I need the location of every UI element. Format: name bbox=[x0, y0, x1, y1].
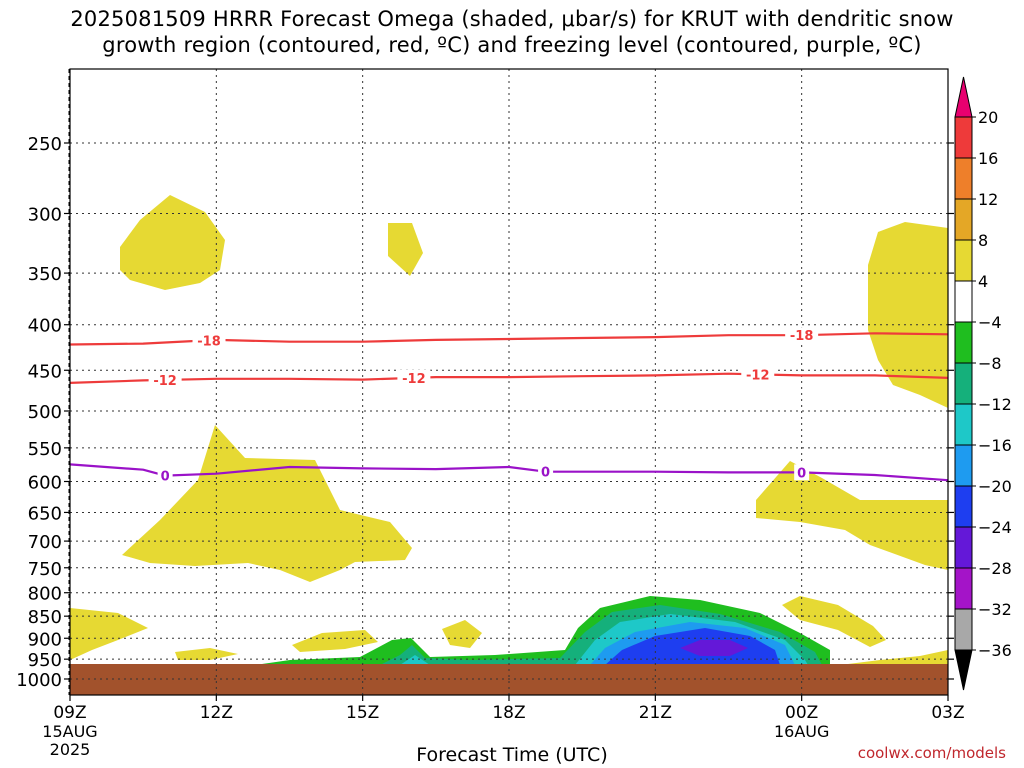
y-tick-label: 350 bbox=[28, 264, 62, 285]
y-axis: 2503003504004505005506006507007508008509… bbox=[16, 134, 954, 691]
y-tick-label: 700 bbox=[28, 532, 62, 553]
contour-line-0 bbox=[69, 463, 949, 482]
contour-label-background bbox=[538, 463, 554, 480]
contour-label: -12 bbox=[402, 372, 426, 387]
omega-positive-region-surface-left bbox=[175, 648, 238, 660]
contour-label-background bbox=[794, 464, 810, 481]
y-tick-label: 900 bbox=[28, 629, 62, 650]
omega-positive-region-mid-right bbox=[756, 461, 948, 570]
colorbar-segment bbox=[954, 198, 973, 241]
contour-label: -12 bbox=[746, 368, 770, 383]
contour-label: 0 bbox=[541, 466, 550, 481]
omega-positive-region-low-right bbox=[782, 596, 886, 647]
colorbar-label: −12 bbox=[978, 395, 1012, 414]
contour-label: -18 bbox=[197, 334, 221, 349]
colorbar-top-triangle bbox=[954, 76, 973, 118]
omega-negative-region-purple bbox=[680, 640, 748, 656]
colorbar-label: −8 bbox=[978, 354, 1002, 373]
omega-positive-region-upper-mid bbox=[388, 223, 423, 276]
y-tick-label: 600 bbox=[28, 472, 62, 493]
colorbar-segment bbox=[954, 485, 973, 528]
y-tick-label: 800 bbox=[28, 584, 62, 605]
y-tick-label: 250 bbox=[28, 134, 62, 155]
colorbar-label: −20 bbox=[978, 477, 1012, 496]
colorbar-segment bbox=[954, 403, 973, 446]
y-tick-label: 850 bbox=[28, 607, 62, 628]
colorbar-segment bbox=[954, 280, 973, 323]
omega-positive-region-upper-right bbox=[868, 222, 948, 408]
chart-grid bbox=[70, 69, 948, 695]
colorbar-label: 4 bbox=[978, 272, 988, 291]
contour-label-background bbox=[397, 369, 431, 386]
x-tick-sublabel: 15AUG bbox=[42, 722, 97, 741]
colorbar-label: −24 bbox=[978, 518, 1012, 537]
chart-title-line1: 2025081509 HRRR Forecast Omega (shaded, … bbox=[70, 7, 954, 31]
colorbar-segment bbox=[954, 321, 973, 364]
omega-positive-region-low-mid bbox=[292, 630, 378, 652]
colorbar-segment bbox=[954, 444, 973, 487]
contour-label: -12 bbox=[153, 374, 177, 389]
contour-label-background bbox=[157, 467, 173, 484]
omega-positive-region-mid-left bbox=[122, 425, 412, 582]
x-tick-label: 09Z bbox=[53, 703, 86, 723]
x-tick-sublabel: 16AUG bbox=[774, 722, 829, 741]
temperature-contours: -18 -18 -12 -12 -12 0 0 0 bbox=[69, 327, 949, 485]
colorbar-label: −28 bbox=[978, 559, 1012, 578]
y-tick-label: 750 bbox=[28, 559, 62, 580]
x-tick-label: 21Z bbox=[639, 703, 672, 723]
y-tick-label: 500 bbox=[28, 402, 62, 423]
omega-positive-region-low-blob bbox=[442, 620, 482, 648]
chart-title-line2: growth region (contoured, red, ºC) and f… bbox=[102, 33, 922, 57]
colorbar-legend: 20 16 12 8 4 −4 −8 −12 −16 −20 −24 −28 −32 −36 bbox=[954, 76, 1012, 691]
contour-label: -18 bbox=[790, 329, 814, 344]
colorbar-bottom-triangle bbox=[954, 649, 973, 691]
colorbar-label: 12 bbox=[978, 190, 998, 209]
colorbar-segment bbox=[954, 116, 973, 159]
colorbar-label: 8 bbox=[978, 231, 988, 250]
colorbar-segment bbox=[954, 157, 973, 200]
contour-label-background bbox=[148, 371, 182, 388]
x-tick-label: 18Z bbox=[492, 703, 525, 723]
colorbar-segment bbox=[954, 608, 973, 651]
x-axis-title: Forecast Time (UTC) bbox=[416, 744, 608, 766]
colorbar-segment bbox=[954, 362, 973, 405]
shaded-omega-field bbox=[70, 195, 948, 665]
colorbar-label: −4 bbox=[978, 313, 1002, 332]
colorbar-label: 16 bbox=[978, 149, 998, 168]
x-tick-label: 03Z bbox=[931, 703, 964, 723]
x-tick-sublabel: 2025 bbox=[50, 740, 91, 759]
contour-label: 0 bbox=[797, 466, 806, 481]
contour-label-background bbox=[192, 332, 226, 349]
colorbar-label: −32 bbox=[978, 600, 1012, 619]
omega-positive-region-surface-right bbox=[840, 650, 948, 665]
x-tick-label: 00Z bbox=[785, 703, 818, 723]
colorbar-segment bbox=[954, 567, 973, 610]
source-credit: coolwx.com/models bbox=[857, 744, 1006, 762]
omega-positive-region-upper-left bbox=[120, 195, 225, 290]
x-tick-label: 12Z bbox=[200, 703, 233, 723]
colorbar-segment bbox=[954, 239, 973, 282]
y-tick-label: 300 bbox=[28, 204, 62, 225]
y-tick-label: 450 bbox=[28, 361, 62, 382]
y-tick-label: 950 bbox=[28, 650, 62, 671]
contour-label: 0 bbox=[161, 470, 170, 485]
colorbar-label: −16 bbox=[978, 436, 1012, 455]
contour-label-background bbox=[741, 366, 775, 383]
y-tick-label: 650 bbox=[28, 503, 62, 524]
y-tick-label: 400 bbox=[28, 316, 62, 337]
colorbar-segment bbox=[954, 526, 973, 569]
y-tick-label: 1000 bbox=[16, 670, 62, 691]
contour-line-minus12 bbox=[69, 372, 949, 384]
y-tick-label: 550 bbox=[28, 439, 62, 460]
colorbar-label: 20 bbox=[978, 108, 998, 127]
omega-positive-region-low-left bbox=[70, 608, 148, 660]
x-tick-label: 15Z bbox=[346, 703, 379, 723]
colorbar-label: −36 bbox=[978, 641, 1012, 660]
contour-label-background bbox=[785, 327, 819, 344]
